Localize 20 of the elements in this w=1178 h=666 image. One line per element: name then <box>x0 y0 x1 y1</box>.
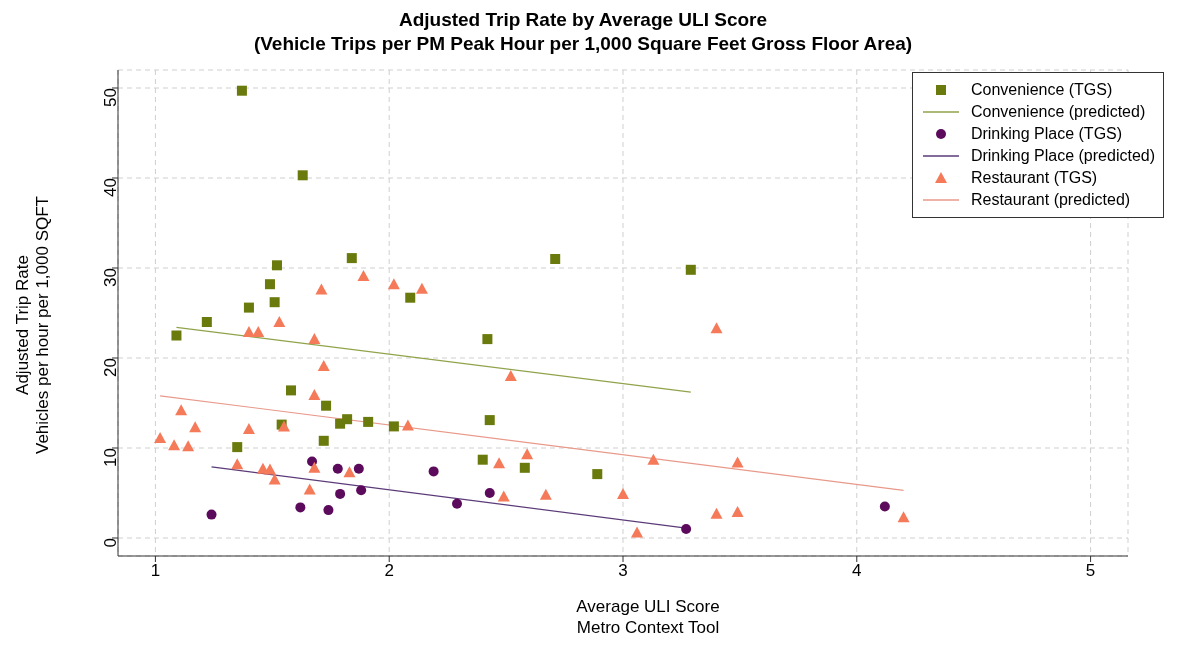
y-tick-label: 40 <box>101 178 121 197</box>
y-axis-title: Adjusted Trip Rate Vehicles per hour per 1,000 SQFT <box>13 196 53 454</box>
legend-label: Convenience (predicted) <box>970 103 1146 121</box>
y-tick-label: 20 <box>101 358 121 377</box>
x-tick-label: 4 <box>852 561 862 581</box>
x-axis-title: Average ULI Score Metro Context Tool <box>575 596 721 638</box>
y-tick-label: 0 <box>101 538 121 548</box>
x-tick-label: 1 <box>150 561 161 581</box>
x-tick-label: 2 <box>384 561 394 581</box>
x-tick-label: 3 <box>618 561 628 581</box>
x-tick-label: 5 <box>1085 561 1096 581</box>
legend-label: Drinking Place (predicted) <box>970 147 1155 165</box>
legend-label: Drinking Place (TGS) <box>970 125 1123 143</box>
legend-label: Restaurant (TGS) <box>970 169 1098 187</box>
legend-label: Convenience (TGS) <box>970 81 1113 99</box>
chart-title: Adjusted Trip Rate by Average ULI Score (Vehicle Trips per PM Peak Hour per 1,000 Square Feet Gross Floor Area) <box>252 8 914 56</box>
y-tick-label: 50 <box>101 88 121 107</box>
y-tick-label: 10 <box>101 448 121 467</box>
legend-label: Restaurant (predicted) <box>970 191 1131 209</box>
y-tick-label: 30 <box>101 268 121 287</box>
